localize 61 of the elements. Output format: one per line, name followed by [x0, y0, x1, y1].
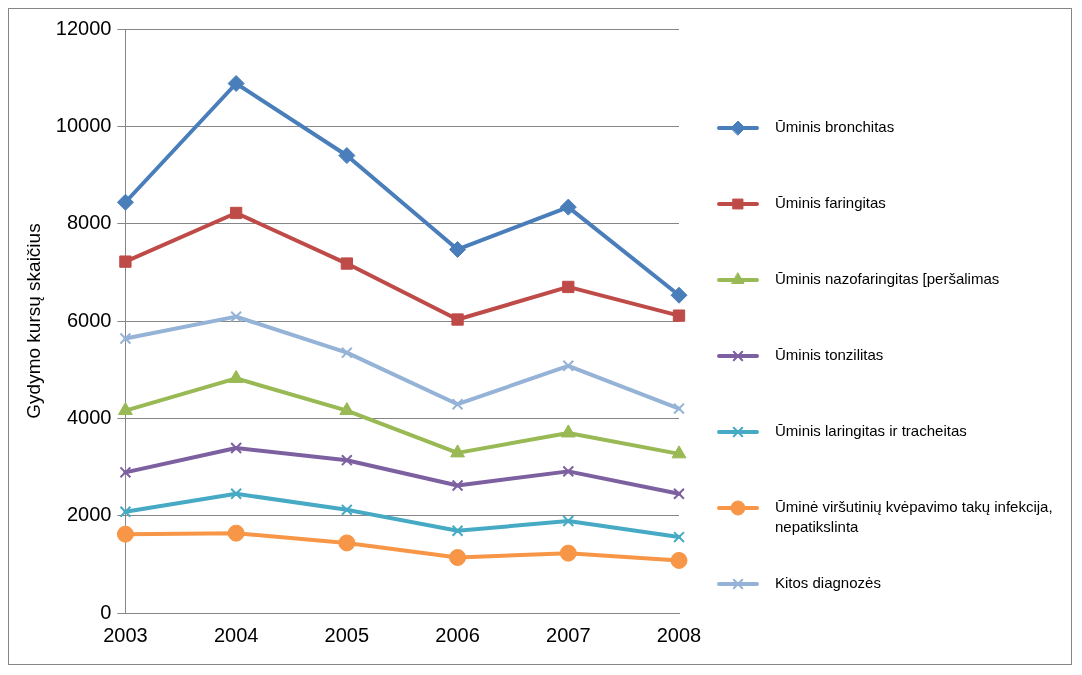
point	[449, 240, 467, 258]
point	[229, 206, 243, 220]
x-tick-label: 2007	[546, 623, 591, 646]
y-tick-label: 4000	[66, 405, 112, 428]
point	[227, 524, 245, 542]
legend-label: Ūminė viršutinių kvėpavimo takų infekcija, nepatikslinta	[775, 498, 1053, 536]
point	[451, 479, 464, 492]
point	[340, 503, 353, 516]
point	[230, 487, 243, 500]
x-tick-label: 2006	[435, 623, 480, 646]
point	[560, 424, 576, 438]
point	[559, 198, 577, 216]
legend-label: Ūminis nazofaringitas [peršalimas	[775, 270, 1000, 288]
point	[562, 515, 575, 527]
x-tick-label: 2005	[324, 623, 370, 646]
point	[230, 442, 243, 454]
point	[339, 402, 355, 416]
point	[338, 534, 356, 552]
point	[559, 544, 577, 562]
y-axis-title: Gydymo kursų skaičius	[22, 223, 44, 419]
point	[116, 525, 134, 543]
legend-label: Ūminis laringitas ir tracheitas	[775, 422, 967, 440]
point	[340, 454, 353, 467]
point	[673, 531, 685, 544]
point	[670, 551, 688, 569]
point	[672, 309, 686, 322]
point	[340, 346, 353, 359]
point	[227, 75, 245, 93]
legend-label: Kitos diagnozės	[775, 574, 881, 592]
point	[670, 286, 688, 304]
legend-label: Ūminis faringitas	[775, 194, 886, 212]
x-tick-label: 2004	[213, 623, 259, 646]
point	[230, 310, 243, 323]
point	[451, 313, 464, 326]
y-tick-label: 10000	[55, 113, 112, 136]
point	[119, 255, 132, 268]
point	[340, 257, 354, 270]
y-tick-label: 2000	[66, 503, 112, 526]
y-tick-label: 8000	[66, 211, 112, 234]
point	[671, 445, 687, 459]
x-tick-label: 2003	[103, 623, 148, 646]
point	[562, 359, 575, 372]
y-tick-label: 0	[100, 600, 112, 623]
point	[673, 402, 685, 415]
point	[116, 193, 134, 211]
x-tick-label: 2008	[656, 623, 702, 646]
y-tick-label: 6000	[66, 308, 112, 331]
point	[117, 402, 133, 416]
point	[451, 524, 464, 537]
point	[119, 466, 132, 479]
point	[450, 444, 465, 458]
point	[119, 332, 132, 345]
point	[562, 465, 575, 478]
y-tick-label: 12000	[55, 16, 112, 39]
point	[451, 398, 464, 411]
point	[449, 549, 467, 567]
point	[338, 147, 356, 165]
point	[673, 487, 685, 500]
legend-label: Ūminis tonzilitas	[775, 346, 884, 364]
legend-label: Ūminis bronchitas	[775, 118, 895, 136]
point	[562, 280, 575, 294]
